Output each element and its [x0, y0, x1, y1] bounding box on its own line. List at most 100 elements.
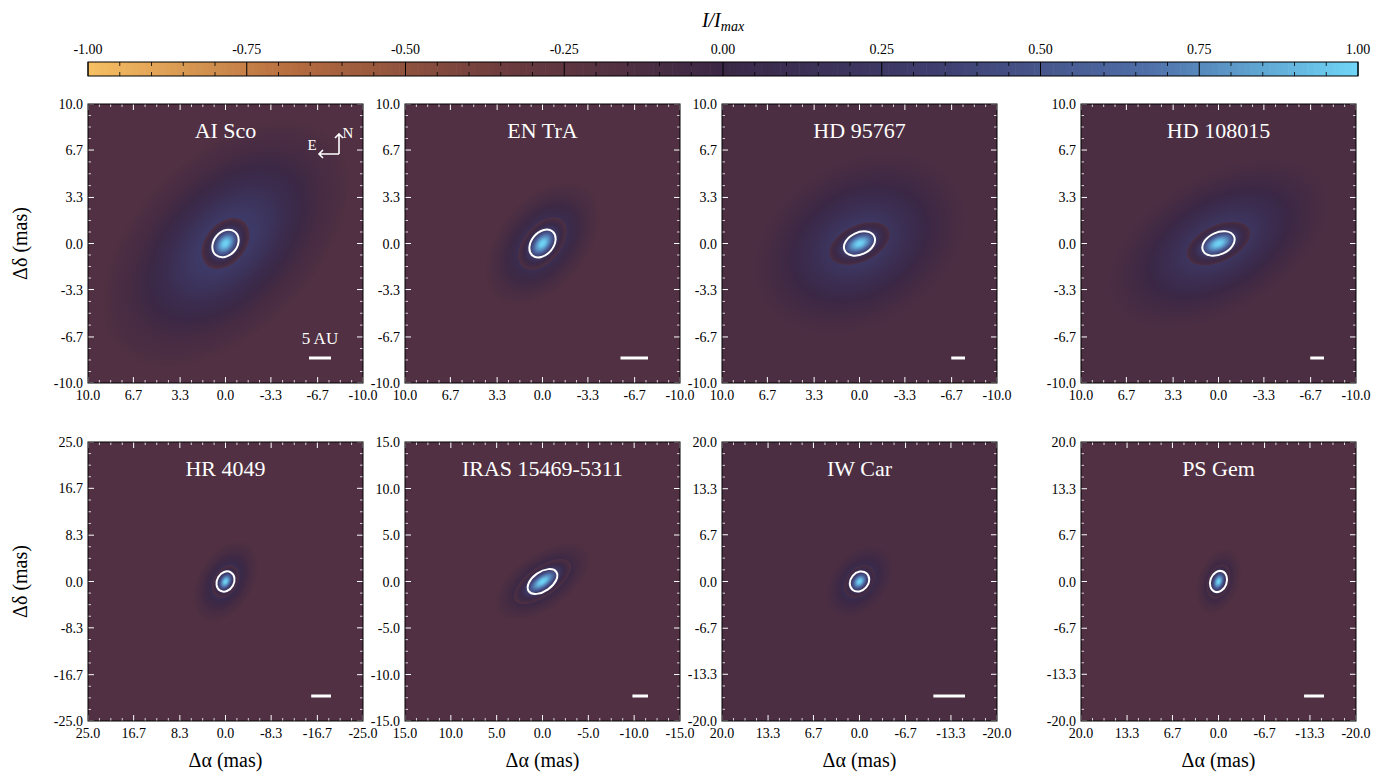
x-tick-label: -6.7 [1300, 388, 1322, 403]
colorbar-cell [914, 62, 921, 76]
image [405, 442, 680, 721]
colorbar-cell [1015, 62, 1022, 76]
x-tick [1126, 377, 1127, 383]
x-tick-label: 0.0 [217, 388, 235, 403]
colorbar-cell [310, 62, 317, 76]
x-tick-label: -3.3 [260, 388, 282, 403]
colorbar-minor-tick [373, 62, 374, 66]
x-tick [450, 442, 451, 448]
y-tick-label: -8.3 [61, 621, 83, 636]
colorbar-minor-tick [1167, 62, 1168, 66]
y-tick-label: 16.7 [59, 481, 84, 496]
x-tick [1264, 442, 1265, 448]
colorbar-minor-tick [1008, 62, 1009, 66]
colorbar-cell [615, 62, 622, 76]
core [507, 550, 578, 612]
colorbar-cell [152, 62, 159, 76]
y-tick [1081, 628, 1087, 629]
colorbar-cell [1142, 62, 1149, 76]
x-tick [859, 715, 860, 721]
x-tick [634, 377, 635, 383]
x-tick-label: 3.3 [805, 388, 823, 403]
colorbar-cell [329, 62, 336, 76]
colorbar-cell [666, 62, 673, 76]
panel-frame [88, 442, 363, 721]
colorbar-minor-tick [437, 72, 438, 76]
y-tick-label: 3.3 [700, 190, 718, 205]
colorbar-cell [1161, 62, 1168, 76]
colorbar-minor-tick [310, 72, 311, 76]
colorbar-cell [291, 62, 298, 76]
y-tick [88, 627, 94, 628]
colorbar-minor-tick [500, 62, 501, 66]
colorbar-cell [939, 62, 946, 76]
x-tick [587, 377, 588, 383]
y-tick [1350, 243, 1356, 244]
colorbar-cell [1314, 62, 1321, 76]
colorbar-cell [342, 62, 349, 76]
x-tick [814, 377, 815, 383]
y-tick-label: 0.0 [1059, 237, 1077, 252]
panel-title: EN TrA [507, 118, 577, 143]
colorbar-cell [971, 62, 978, 76]
colorbar-minor-tick [1072, 62, 1073, 66]
y-tick [674, 581, 680, 582]
y-tick-label: 20.0 [1052, 435, 1077, 450]
compass-arrow [319, 150, 339, 158]
core [838, 560, 880, 604]
x-tick-label: 6.7 [1118, 388, 1136, 403]
y-tick [722, 243, 728, 244]
colorbar-cell [1218, 62, 1225, 76]
colorbar-cell [215, 62, 222, 76]
colorbar-minor-tick [1008, 72, 1009, 76]
colorbar-cell [1155, 62, 1162, 76]
y-tick [1350, 289, 1356, 290]
colorbar-cell [1072, 62, 1079, 76]
colorbar-minor-tick [945, 62, 946, 66]
x-tick [271, 442, 272, 448]
y-tick-label: -6.7 [378, 330, 400, 345]
scale-bar [621, 357, 649, 360]
x-tick [905, 715, 906, 721]
colorbar-cell [844, 62, 851, 76]
y-tick-label: -15.0 [371, 714, 400, 729]
x-axis-label: Δα (mas) [189, 749, 263, 772]
colorbar-cell [1168, 62, 1175, 76]
image [722, 442, 997, 721]
colorbar-cell [513, 62, 520, 76]
ring [524, 224, 561, 262]
x-tick [950, 715, 951, 721]
colorbar-cell [926, 62, 933, 76]
halo [1187, 542, 1250, 621]
ring [840, 227, 879, 261]
colorbar-tick-label: 0.50 [1028, 42, 1053, 57]
colorbar-minor-tick [596, 72, 597, 76]
colorbar-cell [1104, 62, 1111, 76]
colorbar-cell [475, 62, 482, 76]
colorbar-minor-tick [691, 72, 692, 76]
colorbar-cell [1237, 62, 1244, 76]
y-tick-label: 6.7 [1059, 143, 1077, 158]
colorbar-cell [545, 62, 552, 76]
colorbar-cell [990, 62, 997, 76]
colorbar-cell [1066, 62, 1073, 76]
y-tick [1350, 488, 1356, 489]
x-tick [767, 104, 768, 110]
y-tick [357, 289, 363, 290]
colorbar-minor-tick [691, 62, 692, 66]
x-tick [450, 377, 451, 383]
colorbar-cell [793, 62, 800, 76]
y-tick [991, 488, 997, 489]
colorbar-tick-label: -0.50 [391, 42, 420, 57]
colorbar-cell [463, 62, 470, 76]
colorbar-cell [412, 62, 419, 76]
colorbar-minor-tick [532, 72, 533, 76]
colorbar-cell [431, 62, 438, 76]
y-tick-label: -10.0 [54, 376, 83, 391]
y-tick [722, 488, 728, 489]
y-tick-label: -3.3 [1054, 283, 1076, 298]
x-tick-label: -6.7 [624, 388, 646, 403]
x-tick [1310, 377, 1311, 383]
y-tick [88, 488, 94, 489]
colorbar-cell [399, 62, 406, 76]
